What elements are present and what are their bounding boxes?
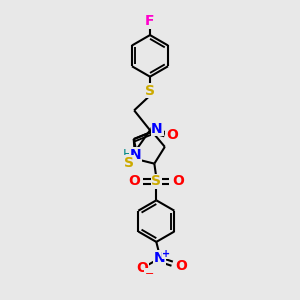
Text: F: F — [145, 14, 155, 28]
Text: −: − — [145, 268, 154, 279]
Text: N: N — [154, 251, 165, 265]
Text: S: S — [145, 84, 155, 98]
Text: +: + — [162, 249, 170, 259]
Text: S: S — [151, 175, 161, 188]
Text: O: O — [136, 261, 148, 275]
Text: O: O — [166, 128, 178, 142]
Text: O: O — [172, 175, 184, 188]
Text: N: N — [129, 148, 141, 162]
Text: H: H — [122, 148, 132, 161]
Text: O: O — [175, 259, 187, 273]
Text: O: O — [129, 175, 140, 188]
Text: N: N — [151, 122, 163, 136]
Text: S: S — [124, 156, 134, 170]
